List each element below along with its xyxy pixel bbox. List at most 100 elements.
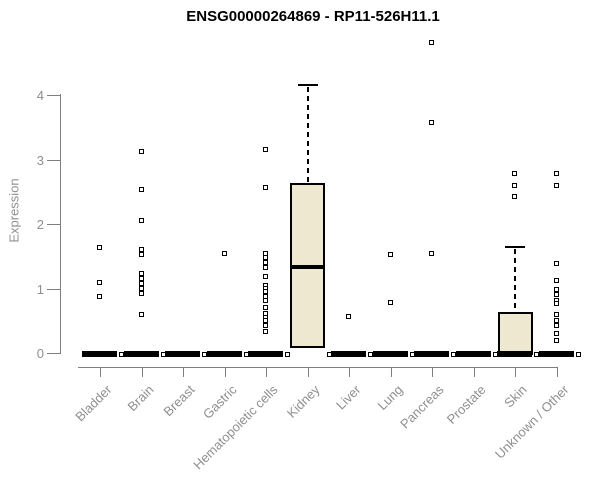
outlier-point [263,310,269,316]
y-axis-tick [47,95,60,96]
zero-expression-bar [455,350,491,357]
x-axis-tick [515,367,517,377]
outlier-point [138,187,144,193]
outlier-point [263,147,269,153]
outlier-point [263,317,269,323]
outlier-point [138,275,144,281]
x-axis-tick [141,367,143,377]
near-zero-outlier-point [243,352,249,357]
x-axis-tick [432,367,434,377]
zero-expression-bar [248,350,284,357]
outlier-point [138,290,144,296]
x-axis-tick [349,367,351,377]
y-axis-line [60,94,61,354]
outlier-point [97,245,102,251]
outlier-point [221,250,227,256]
outlier-point [429,250,435,256]
x-axis-line [78,367,558,368]
outlier-point [553,182,559,188]
outlier-point [387,252,393,258]
near-zero-outlier-point [285,352,291,357]
whisker-cap [505,246,526,249]
outlier-point [512,182,518,188]
outlier-point [553,260,559,266]
near-zero-outlier-point [326,352,332,357]
outlier-point [387,300,393,306]
near-zero-outlier-point [409,352,415,357]
outlier-point [263,250,269,256]
whisker-line [514,249,517,312]
outlier-point [512,194,518,200]
outlier-point [263,264,269,270]
near-zero-outlier-point [492,352,498,357]
outlier-point [138,217,144,223]
x-axis-tick [183,367,185,377]
outlier-point [263,328,269,334]
outlier-point [553,317,559,323]
near-zero-outlier-point [119,352,124,357]
box-iqr [497,311,533,353]
outlier-point [138,280,144,286]
outlier-point [263,322,269,328]
outlier-point [263,184,269,190]
zero-expression-bar [331,350,367,357]
zero-expression-bar [538,350,574,357]
outlier-point [97,279,102,285]
y-axis-tick [47,288,60,290]
outlier-point [138,270,144,276]
y-axis-tick [47,353,60,354]
outlier-point [553,312,559,318]
y-axis-title: Expression [6,178,22,243]
y-axis-tick-label: 0 [36,346,44,361]
outlier-point [138,247,144,253]
near-zero-outlier-point [368,352,374,357]
y-axis-tick-label: 3 [36,152,44,168]
outlier-point [263,255,269,261]
outlier-point [263,260,269,266]
zero-expression-bar [206,350,242,357]
x-axis-tick [224,367,226,377]
outlier-point [553,338,559,344]
median-line [290,265,326,270]
outlier-point [263,305,269,311]
y-axis-tick [47,224,60,225]
x-axis-tick [266,367,268,377]
y-axis-tick-label: 1 [36,281,44,297]
x-axis-tick [390,367,392,377]
outlier-point [553,301,559,307]
outlier-point [138,252,144,258]
y-axis-tick [47,159,60,161]
outlier-point [553,277,559,283]
outlier-point [263,289,269,295]
zero-expression-bar [372,350,408,357]
zero-expression-bar [123,350,159,357]
y-axis-tick-label: 4 [36,88,44,103]
x-axis-tick [100,367,101,377]
whisker-line [306,87,309,183]
outlier-point [512,170,518,176]
median-line [497,351,533,355]
whisker-cap [297,84,318,87]
outlier-point [97,294,102,300]
near-zero-outlier-point [534,352,540,357]
x-axis-tick [556,367,558,377]
y-axis-tick-label: 2 [36,217,44,232]
outlier-point [553,330,559,336]
outlier-point [553,170,559,176]
chart-title: ENSG00000264869 - RP11-526H11.1 [186,8,440,25]
outlier-point [138,149,144,155]
near-zero-outlier-point [160,352,166,357]
near-zero-outlier-point [451,352,457,357]
near-zero-outlier-point [202,352,208,357]
outlier-point [553,286,559,292]
zero-expression-bar [414,350,450,357]
outlier-point [263,297,269,303]
outlier-point [553,291,559,297]
outlier-point [429,39,435,45]
x-axis-tick [307,367,309,377]
outlier-point [429,120,435,126]
zero-expression-bar [82,350,117,357]
x-axis-tick [473,367,475,377]
outlier-point [263,274,269,280]
